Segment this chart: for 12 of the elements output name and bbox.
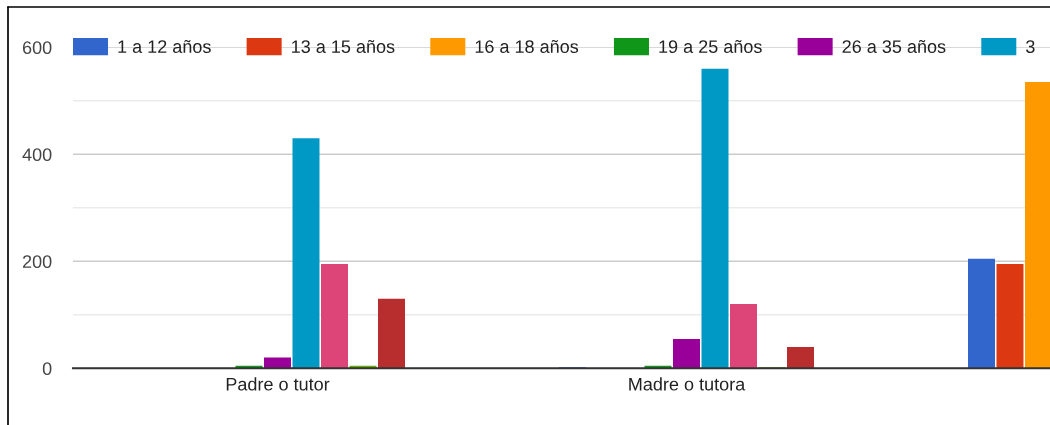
x-tick-label: Madre o tutora <box>629 377 746 391</box>
y-tick-label: 400 <box>22 148 52 162</box>
x-tick-label: Padre o tutor <box>226 377 330 391</box>
legend-label: 1 a 12 años <box>118 39 211 54</box>
y-tick-label: 200 <box>22 255 52 269</box>
legend-label: 19 a 25 años <box>659 39 762 54</box>
legend-label: 16 a 18 años <box>475 39 579 54</box>
y-tick-label: 0 <box>42 362 52 376</box>
y-tick-label: 600 <box>22 41 52 55</box>
legend-label: 13 a 15 años <box>292 39 395 54</box>
legend-label: 26 a 35 años <box>842 39 946 54</box>
legend-label: 3 <box>1026 40 1035 54</box>
